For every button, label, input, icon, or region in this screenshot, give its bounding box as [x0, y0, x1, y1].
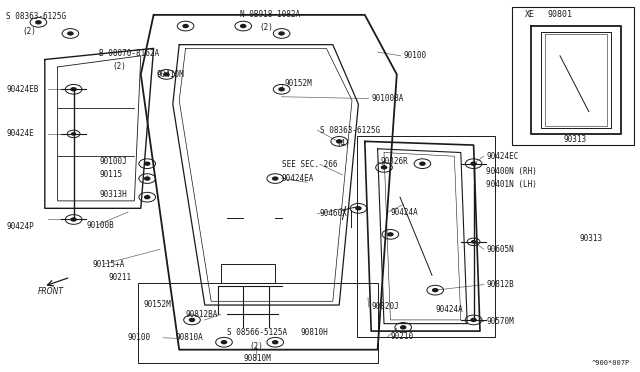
Text: 90326R: 90326R: [381, 157, 408, 166]
Circle shape: [279, 88, 284, 91]
Circle shape: [420, 162, 425, 165]
Text: 90424A: 90424A: [435, 305, 463, 314]
Circle shape: [145, 196, 150, 199]
Text: 90605N: 90605N: [486, 245, 514, 254]
Text: 90424P: 90424P: [6, 222, 34, 231]
Text: SEE SEC. 266: SEE SEC. 266: [282, 160, 337, 169]
Circle shape: [164, 73, 169, 76]
Text: 90810M: 90810M: [243, 355, 271, 363]
Bar: [138, 283, 378, 363]
Circle shape: [221, 341, 227, 344]
Circle shape: [71, 218, 76, 221]
Circle shape: [471, 318, 476, 321]
Text: 90424EB: 90424EB: [6, 85, 39, 94]
Text: 90801: 90801: [547, 10, 572, 19]
Text: 90570M: 90570M: [486, 317, 514, 326]
Circle shape: [36, 21, 41, 24]
Circle shape: [273, 341, 278, 344]
Text: 90810H: 90810H: [301, 328, 328, 337]
Text: 90152M: 90152M: [144, 300, 172, 309]
Text: 90211: 90211: [109, 273, 132, 282]
Text: 90812BA: 90812BA: [186, 310, 218, 319]
Text: (2): (2): [259, 23, 273, 32]
Text: 90210: 90210: [390, 332, 413, 341]
Text: 90810A: 90810A: [176, 333, 204, 342]
Bar: [221, 264, 275, 283]
Circle shape: [145, 177, 150, 180]
Circle shape: [279, 32, 284, 35]
Circle shape: [388, 233, 393, 236]
Text: 90424EA: 90424EA: [282, 174, 314, 183]
Circle shape: [273, 177, 278, 180]
Text: (2): (2): [112, 62, 126, 71]
Circle shape: [68, 32, 73, 35]
Text: 90100: 90100: [128, 333, 151, 342]
Text: 90100: 90100: [403, 51, 426, 60]
Text: S 08363-6125G: S 08363-6125G: [320, 126, 380, 135]
Circle shape: [401, 326, 406, 329]
Circle shape: [145, 162, 150, 165]
Circle shape: [183, 25, 188, 28]
Text: 90100B: 90100B: [86, 221, 114, 230]
Text: 90424E: 90424E: [6, 129, 34, 138]
Text: 90424A: 90424A: [390, 208, 418, 217]
Circle shape: [71, 88, 76, 91]
Circle shape: [471, 162, 476, 165]
Text: 90313: 90313: [579, 234, 602, 243]
Text: 90152M: 90152M: [285, 79, 312, 88]
Circle shape: [241, 25, 246, 28]
Text: 90100BA: 90100BA: [371, 94, 404, 103]
Text: 90820J: 90820J: [371, 302, 399, 311]
Text: N 0B918-1082A: N 0B918-1082A: [240, 10, 300, 19]
Text: (2): (2): [22, 27, 36, 36]
Text: 90115: 90115: [99, 170, 122, 179]
Text: S 08363-6125G: S 08363-6125G: [6, 12, 67, 21]
Text: 90313H: 90313H: [99, 190, 127, 199]
Text: 90424EC: 90424EC: [486, 152, 519, 161]
Circle shape: [433, 289, 438, 292]
Text: (2): (2): [250, 342, 264, 351]
Text: 90401N (LH): 90401N (LH): [486, 180, 537, 189]
Circle shape: [72, 133, 76, 135]
Text: 90410M: 90410M: [157, 70, 184, 79]
Text: 90313: 90313: [563, 135, 586, 144]
Text: XE: XE: [525, 10, 535, 19]
Text: 90460X: 90460X: [320, 209, 348, 218]
Circle shape: [381, 166, 387, 169]
Text: (4): (4): [336, 139, 350, 148]
Circle shape: [337, 140, 342, 143]
Bar: [357, 136, 495, 337]
Text: ^900*007P: ^900*007P: [592, 360, 630, 366]
Text: 90812B: 90812B: [486, 280, 514, 289]
Circle shape: [189, 318, 195, 321]
Circle shape: [356, 207, 361, 210]
Bar: [512, 7, 634, 145]
Text: B 08070-8162A: B 08070-8162A: [99, 49, 159, 58]
Text: FRONT: FRONT: [38, 287, 64, 296]
Text: 90100J: 90100J: [99, 157, 127, 166]
Text: 90115+A: 90115+A: [93, 260, 125, 269]
Circle shape: [472, 241, 476, 243]
Text: 90400N (RH): 90400N (RH): [486, 167, 537, 176]
Text: S 08566-5125A: S 08566-5125A: [227, 328, 287, 337]
